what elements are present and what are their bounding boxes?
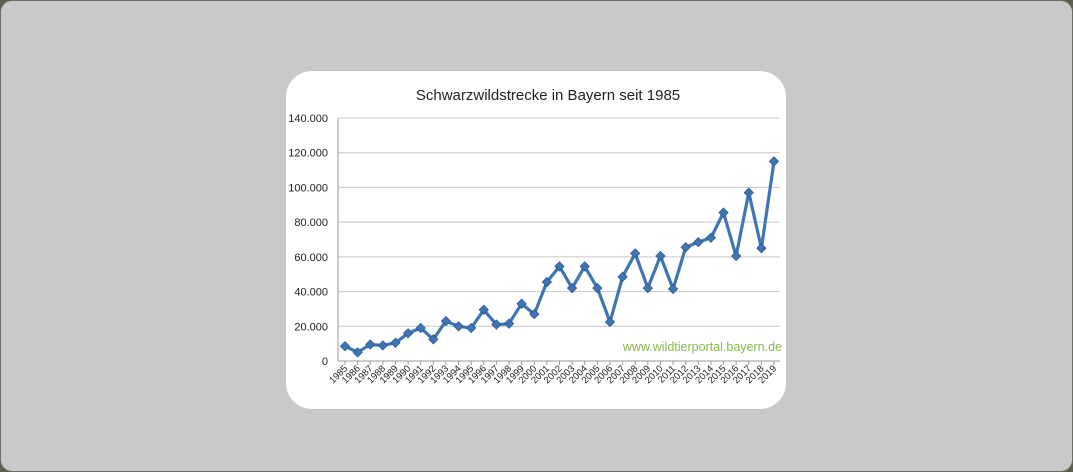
data-point-marker (466, 322, 477, 334)
data-point-marker (491, 319, 502, 330)
data-point-marker (604, 316, 616, 328)
data-point-marker (579, 261, 590, 272)
data-point-marker (566, 282, 578, 294)
line-chart: Schwarzwildstrecke in Bayern seit 1985 0… (288, 87, 782, 386)
y-tick-label: 20.000 (294, 321, 328, 333)
data-point-marker (655, 250, 666, 262)
data-point-marker (503, 318, 515, 329)
data-point-marker (377, 340, 389, 351)
data-point-marker (718, 207, 729, 218)
y-tick-label: 0 (322, 356, 328, 368)
source-annotation: www.wildtierportal.bayern.de (622, 340, 782, 354)
data-point-marker (415, 322, 426, 334)
data-point-marker (756, 243, 767, 254)
data-point-marker (617, 271, 628, 282)
data-point-marker (402, 328, 414, 339)
data-point-marker (642, 282, 653, 294)
y-tick-label: 80.000 (294, 217, 328, 229)
data-point-marker (693, 236, 704, 248)
data-point-marker (554, 261, 565, 272)
data-point-marker (440, 315, 452, 327)
data-point-marker (529, 308, 540, 320)
data-point-marker (680, 242, 691, 253)
data-point-marker (365, 339, 376, 350)
data-point-marker (630, 248, 641, 259)
data-point-marker (453, 321, 464, 332)
data-point-marker (352, 347, 363, 358)
y-tick-label: 100.000 (288, 182, 328, 194)
y-tick-label: 140.000 (288, 113, 328, 125)
chart-card: Schwarzwildstrecke in Bayern seit 1985 0… (286, 71, 786, 409)
data-point-marker (516, 298, 527, 309)
y-tick-label: 40.000 (294, 287, 328, 299)
data-point-marker (541, 276, 553, 288)
data-point-marker (478, 304, 489, 315)
data-point-marker (592, 282, 603, 294)
y-tick-label: 120.000 (288, 148, 328, 160)
data-point-marker (339, 341, 351, 352)
data-point-marker (705, 232, 717, 243)
data-point-marker (428, 334, 439, 345)
data-point-marker (730, 250, 742, 262)
data-point-marker (743, 187, 754, 198)
data-point-marker (667, 283, 679, 295)
data-point-marker (390, 337, 401, 348)
data-point-marker (768, 156, 780, 167)
y-tick-label: 60.000 (294, 252, 328, 264)
chart-title: Schwarzwildstrecke in Bayern seit 1985 (416, 87, 680, 104)
